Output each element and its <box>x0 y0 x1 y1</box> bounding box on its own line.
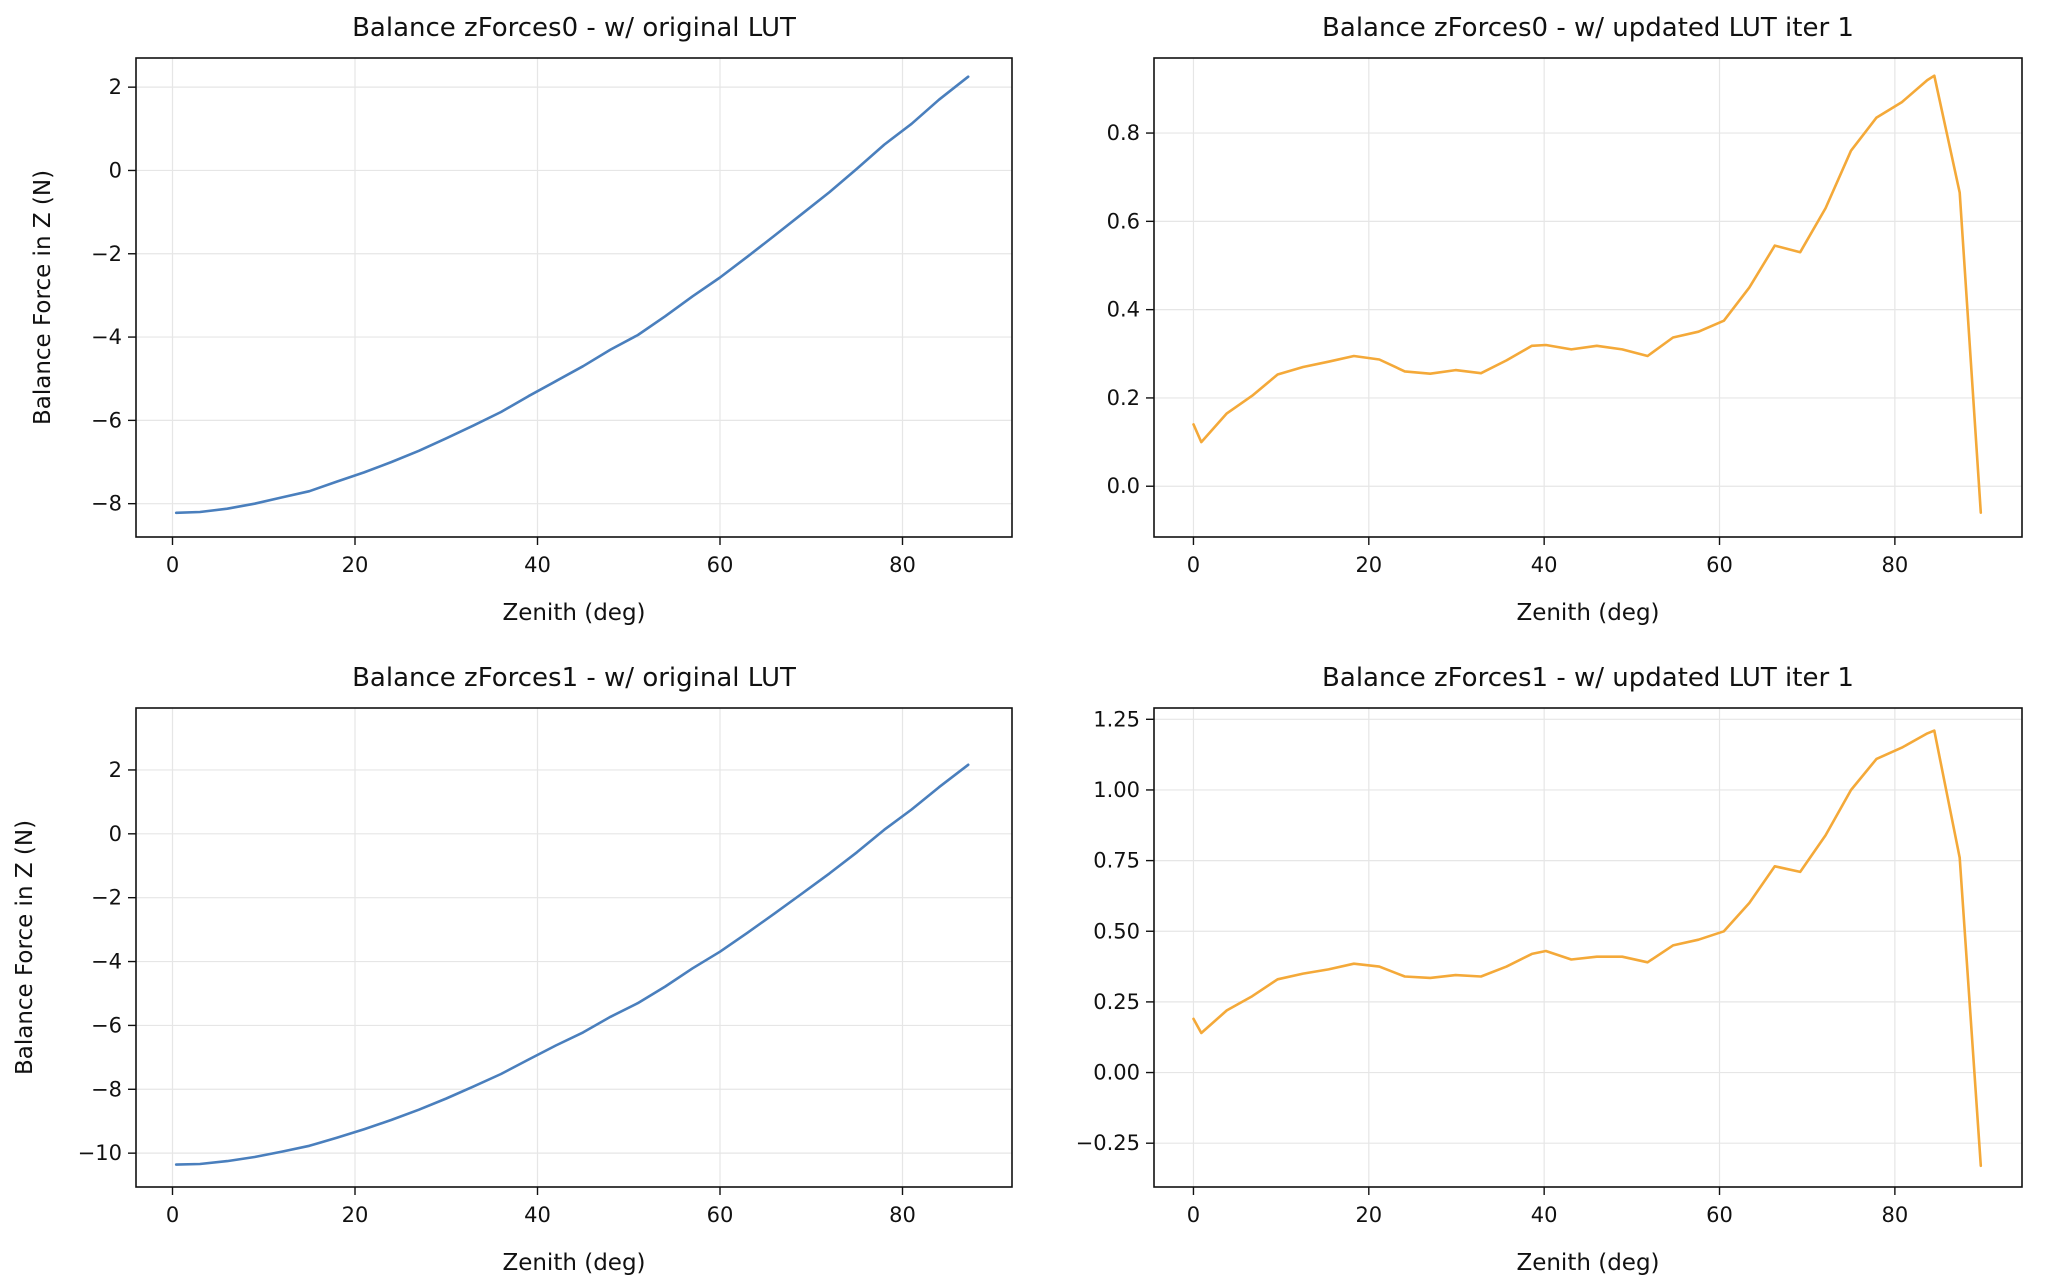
chart-panel-3: 0 20 40 60 80 −10 −8 −6 −4 −2 0 2 Balance zForces1 -… <box>12 663 1013 1276</box>
x-tick-label: 60 <box>707 1203 734 1227</box>
y-tick-label: 1.00 <box>1093 778 1140 802</box>
x-tick-label: 20 <box>1355 1203 1382 1227</box>
y-tick-label: −6 <box>91 408 122 432</box>
chart-title: Balance zForces1 - w/ updated LUT iter 1 <box>1322 663 1854 693</box>
x-tick-label: 40 <box>1531 1203 1558 1227</box>
y-tick-label: −8 <box>91 492 122 516</box>
x-axis-label: Zenith (deg) <box>502 1250 645 1276</box>
y-tick-label: −10 <box>78 1141 122 1165</box>
data-series-line <box>1192 74 1983 514</box>
x-tick-label: 20 <box>342 1203 369 1227</box>
y-tick-label: −2 <box>91 242 122 266</box>
chart-panel-4: 0 20 40 60 80 −0.25 0.00 0.25 0.50 0.75 1.00 1.25 Ba… <box>1076 663 2023 1276</box>
x-tick-label: 60 <box>707 553 734 577</box>
chart-title: Balance zForces0 - w/ original LUT <box>352 13 796 43</box>
data-series-line <box>1192 729 1983 1168</box>
x-tick-label: 0 <box>1187 553 1200 577</box>
x-tick-label: 20 <box>1355 553 1382 577</box>
y-tick-label: −4 <box>91 325 122 349</box>
x-axis-label: Zenith (deg) <box>1516 1250 1659 1276</box>
x-axis-label: Zenith (deg) <box>502 600 645 626</box>
y-tick-label: 1.25 <box>1093 707 1140 731</box>
y-axis-label: Balance Force in Z (N) <box>30 170 56 425</box>
y-tick-label: −2 <box>91 886 122 910</box>
y-tick-label: −6 <box>91 1013 122 1037</box>
y-tick-label: 2 <box>109 75 122 99</box>
y-tick-label: 0.2 <box>1107 386 1140 410</box>
chart-panel-2: 0 20 40 60 80 0.0 0.2 0.4 0.6 0.8 Balance zForces0… <box>1107 13 2023 626</box>
chart-title: Balance zForces1 - w/ original LUT <box>352 663 796 693</box>
x-tick-label: 80 <box>1882 1203 1909 1227</box>
x-tick-label: 80 <box>889 553 916 577</box>
x-tick-label: 20 <box>342 553 369 577</box>
y-tick-label: 0.8 <box>1107 121 1140 145</box>
x-tick-label: 0 <box>166 553 179 577</box>
y-tick-label: −4 <box>91 950 122 974</box>
x-tick-label: 40 <box>1531 553 1558 577</box>
y-tick-label: 0 <box>109 158 122 182</box>
y-tick-label: −8 <box>91 1077 122 1101</box>
plot-frame <box>135 57 1013 538</box>
plot-frame <box>1153 707 2023 1188</box>
y-tick-label: 0.6 <box>1107 209 1140 233</box>
y-tick-label: 0.0 <box>1107 474 1140 498</box>
plot-frame <box>135 707 1013 1188</box>
y-tick-label: 0.4 <box>1107 298 1140 322</box>
x-tick-label: 40 <box>524 1203 551 1227</box>
x-tick-label: 60 <box>1706 1203 1733 1227</box>
chart-panel-1: 0 20 40 60 80 −8 −6 −4 −2 0 2 Balance zForces0 - w/… <box>30 13 1013 626</box>
chart-title: Balance zForces0 - w/ updated LUT iter 1 <box>1322 13 1854 43</box>
data-series-line <box>174 763 970 1166</box>
x-tick-label: 80 <box>889 1203 916 1227</box>
y-tick-label: 0.75 <box>1093 849 1140 873</box>
x-tick-label: 0 <box>166 1203 179 1227</box>
x-tick-label: 80 <box>1882 553 1909 577</box>
y-axis-label: Balance Force in Z (N) <box>12 820 38 1075</box>
y-tick-label: 0.50 <box>1093 919 1140 943</box>
y-tick-label: −0.25 <box>1076 1131 1140 1155</box>
plot-frame <box>1153 57 2023 538</box>
x-tick-label: 40 <box>524 553 551 577</box>
data-series-line <box>174 75 970 515</box>
x-tick-label: 60 <box>1706 553 1733 577</box>
y-tick-label: 2 <box>109 758 122 782</box>
x-axis-label: Zenith (deg) <box>1516 600 1659 626</box>
y-tick-label: 0.00 <box>1093 1061 1140 1085</box>
y-tick-label: 0 <box>109 822 122 846</box>
x-tick-label: 0 <box>1187 1203 1200 1227</box>
y-tick-label: 0.25 <box>1093 990 1140 1014</box>
